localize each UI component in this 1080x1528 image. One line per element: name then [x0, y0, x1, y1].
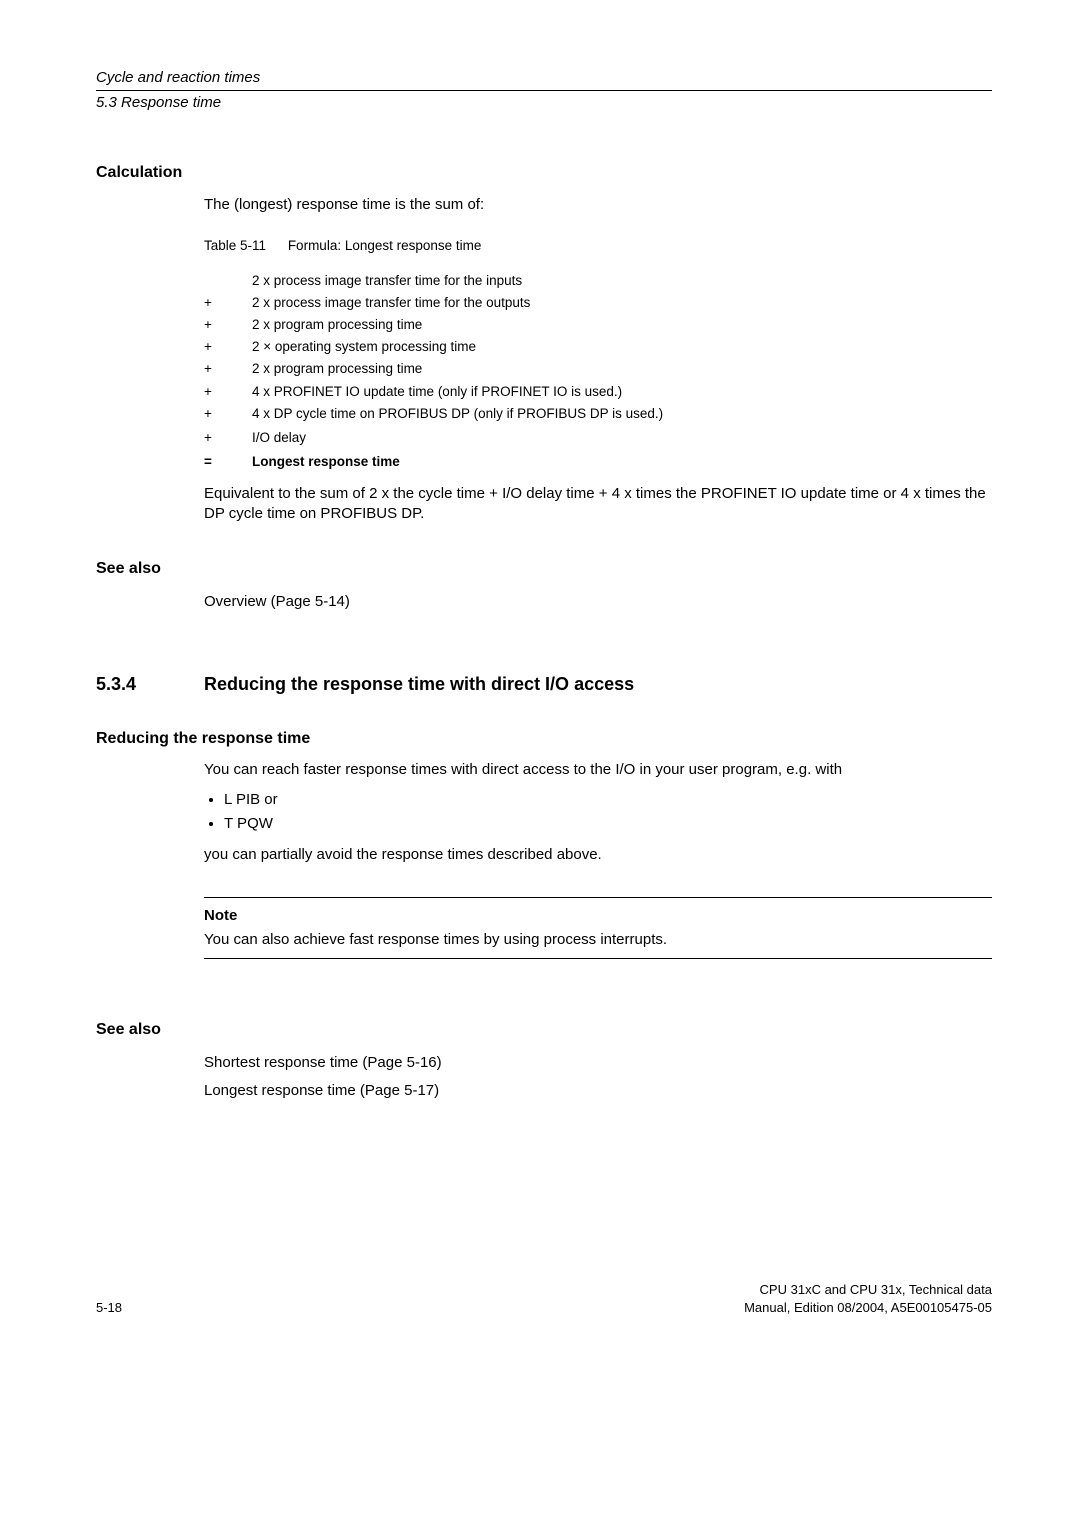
text-cell: 2 x program processing time: [252, 358, 663, 380]
see-also-2: See also Shortest response time (Page 5-…: [96, 1019, 992, 1101]
table-row: +4 x DP cycle time on PROFIBUS DP (only …: [204, 403, 663, 425]
note-box: Note You can also achieve fast response …: [204, 897, 992, 960]
footer-doc-title: CPU 31xC and CPU 31x, Technical data: [744, 1281, 992, 1299]
reducing-p1: You can reach faster response times with…: [204, 760, 992, 780]
op-cell: +: [204, 292, 252, 314]
text-cell: 4 x PROFINET IO update time (only if PRO…: [252, 381, 663, 403]
table-caption: Table 5-11 Formula: Longest response tim…: [204, 237, 992, 255]
op-cell: =: [204, 449, 252, 473]
text-cell: Longest response time: [252, 449, 663, 473]
text-cell: 2 × operating system processing time: [252, 336, 663, 358]
see-also-1: See also Overview (Page 5-14): [96, 558, 992, 612]
text-cell: 2 x program processing time: [252, 314, 663, 336]
note-text: You can also achieve fast response times…: [204, 930, 992, 950]
see-also-link: Longest response time (Page 5-17): [204, 1081, 992, 1101]
op-cell: +: [204, 381, 252, 403]
section-534-heading: 5.3.4 Reducing the response time with di…: [96, 672, 992, 696]
text-cell: 2 x process image transfer time for the …: [252, 292, 663, 314]
chapter-title: Cycle and reaction times: [96, 68, 992, 88]
op-cell: +: [204, 425, 252, 449]
list-item: L PIB or: [224, 790, 992, 810]
note-label: Note: [204, 906, 992, 926]
table-caption-text: Formula: Longest response time: [288, 238, 482, 253]
reducing-section: Reducing the response time You can reach…: [96, 728, 992, 959]
table-row: +I/O delay: [204, 425, 663, 449]
see-also-heading: See also: [96, 1019, 992, 1041]
see-also-heading: See also: [96, 558, 992, 580]
table-row: +4 x PROFINET IO update time (only if PR…: [204, 381, 663, 403]
op-cell: [204, 270, 252, 292]
table-row: +2 x program processing time: [204, 358, 663, 380]
table-row: +2 x program processing time: [204, 314, 663, 336]
text-cell: 4 x DP cycle time on PROFIBUS DP (only i…: [252, 403, 663, 425]
text-cell: I/O delay: [252, 425, 663, 449]
section-title: Reducing the response time with direct I…: [204, 672, 634, 696]
list-item: T PQW: [224, 814, 992, 834]
calc-summary: Equivalent to the sum of 2 x the cycle t…: [204, 484, 992, 525]
see-also-link: Overview (Page 5-14): [204, 593, 350, 610]
op-cell: +: [204, 336, 252, 358]
reducing-heading: Reducing the response time: [96, 728, 992, 750]
table-row-result: =Longest response time: [204, 449, 663, 473]
calculation-section: Calculation The (longest) response time …: [96, 162, 992, 525]
text-cell: 2 x process image transfer time for the …: [252, 270, 663, 292]
page-number: 5-18: [96, 1299, 122, 1317]
table-row: +2 x process image transfer time for the…: [204, 292, 663, 314]
op-cell: +: [204, 403, 252, 425]
table-row: 2 x process image transfer time for the …: [204, 270, 663, 292]
op-cell: +: [204, 358, 252, 380]
section-number: 5.3.4: [96, 672, 204, 696]
formula-table: 2 x process image transfer time for the …: [204, 270, 663, 474]
reducing-bullets: L PIB or T PQW: [224, 790, 992, 835]
op-cell: +: [204, 314, 252, 336]
table-row: +2 × operating system processing time: [204, 336, 663, 358]
reducing-p2: you can partially avoid the response tim…: [204, 845, 992, 865]
calc-intro: The (longest) response time is the sum o…: [204, 195, 992, 215]
section-ref: 5.3 Response time: [96, 90, 992, 113]
table-caption-label: Table 5-11: [204, 238, 266, 253]
page-footer: 5-18 CPU 31xC and CPU 31x, Technical dat…: [96, 1281, 992, 1316]
footer-doc-id: Manual, Edition 08/2004, A5E00105475-05: [744, 1299, 992, 1317]
see-also-link: Shortest response time (Page 5-16): [204, 1053, 992, 1073]
calc-heading: Calculation: [96, 162, 992, 184]
